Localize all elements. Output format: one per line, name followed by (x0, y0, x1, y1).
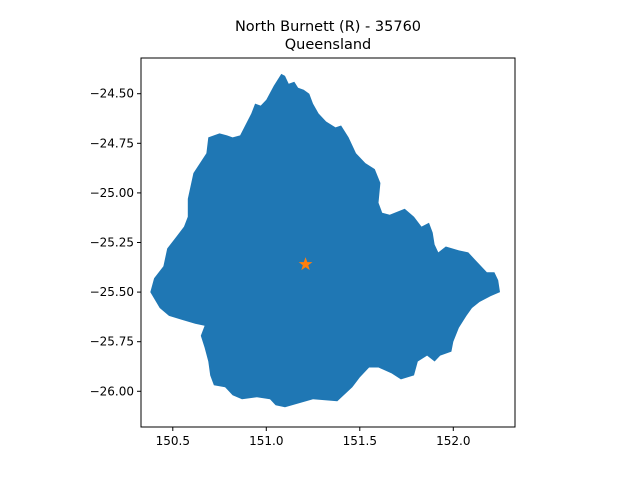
chart-title-line1: North Burnett (R) - 35760 (235, 19, 421, 35)
y-tick-label: −25.50 (90, 285, 134, 299)
y-axis: −24.50 −24.75 −25.00 −25.25 −25.50 −25.75 −26.… (90, 87, 141, 398)
plot-area (150, 73, 501, 408)
y-tick-label: −25.75 (90, 335, 134, 349)
x-tick-label: 151.0 (249, 434, 283, 448)
x-tick-label: 151.5 (343, 434, 377, 448)
y-tick-label: −25.00 (90, 186, 134, 200)
chart-title-line2: Queensland (285, 37, 372, 53)
x-axis: 150.5 151.0 151.5 152.0 (156, 427, 470, 448)
region-polygon (150, 73, 501, 408)
x-tick-label: 150.5 (156, 434, 190, 448)
y-tick-label: −26.00 (90, 384, 134, 398)
y-tick-label: −24.75 (90, 136, 134, 150)
centroid-star-marker (298, 257, 313, 271)
y-tick-label: −25.25 (90, 236, 134, 250)
x-tick-label: 152.0 (436, 434, 470, 448)
y-tick-label: −24.50 (90, 87, 134, 101)
